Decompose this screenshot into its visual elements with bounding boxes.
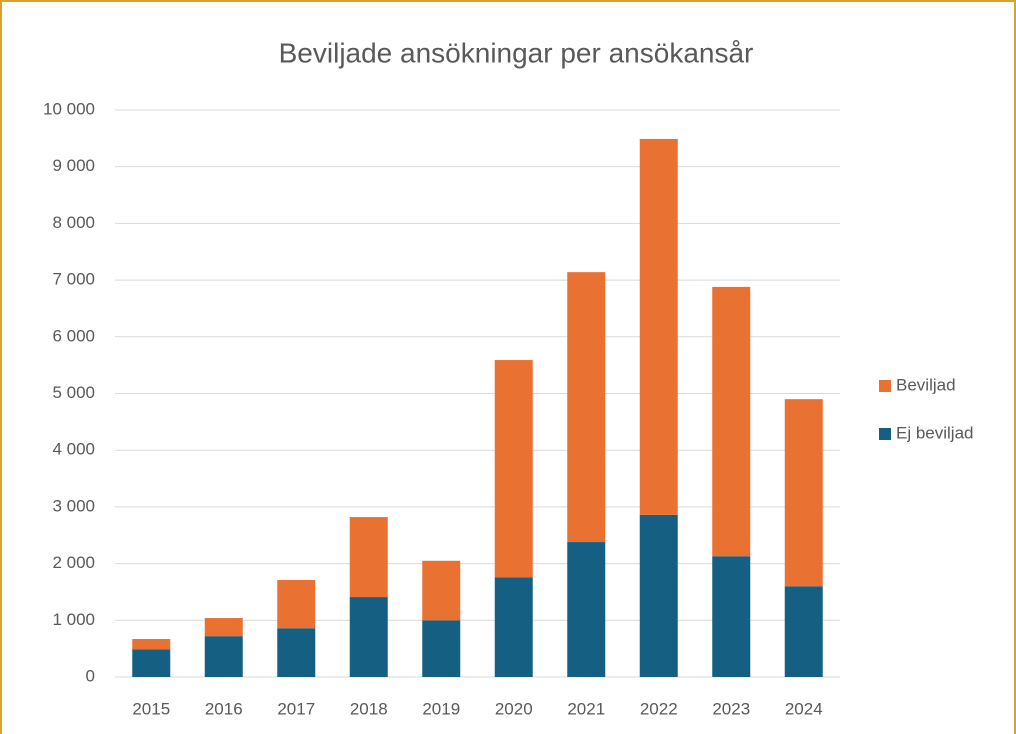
- legend-label: Ej beviljad: [896, 423, 974, 442]
- y-tick-label: 9 000: [52, 156, 95, 175]
- x-tick-label: 2024: [785, 699, 823, 718]
- x-tick-label: 2023: [712, 699, 750, 718]
- chart-title: Beviljade ansökningar per ansökansår: [279, 37, 754, 68]
- bar-segment: [494, 360, 533, 578]
- y-tick-label: 0: [86, 666, 95, 685]
- bar-segment: [639, 138, 678, 515]
- bar-segment: [784, 399, 823, 587]
- bar-segment: [349, 517, 388, 598]
- bar-segment: [567, 272, 606, 543]
- y-tick-label: 4 000: [52, 440, 95, 459]
- y-tick-label: 2 000: [52, 553, 95, 572]
- x-tick-label: 2022: [640, 699, 678, 718]
- x-tick-label: 2018: [350, 699, 388, 718]
- bar-segment: [132, 649, 171, 677]
- legend-swatch: [879, 428, 891, 440]
- x-tick-label: 2017: [277, 699, 315, 718]
- y-tick-label: 7 000: [52, 270, 95, 289]
- x-tick-label: 2016: [205, 699, 243, 718]
- legend-swatch: [879, 380, 891, 392]
- bar-segment: [639, 514, 678, 677]
- bar-segment: [422, 620, 461, 677]
- x-tick-label: 2015: [132, 699, 170, 718]
- x-tick-label: 2019: [422, 699, 460, 718]
- bar-segment: [277, 580, 316, 629]
- bar-segment: [784, 586, 823, 677]
- y-tick-label: 5 000: [52, 383, 95, 402]
- bar-segment: [712, 286, 751, 557]
- bar-segment: [204, 636, 243, 677]
- bar-segment: [712, 556, 751, 677]
- bar-segment: [349, 597, 388, 677]
- bar-segment: [422, 560, 461, 621]
- bar-segment: [132, 639, 171, 650]
- y-tick-label: 1 000: [52, 610, 95, 629]
- x-tick-label: 2020: [495, 699, 533, 718]
- y-tick-label: 8 000: [52, 213, 95, 232]
- bar-segment: [204, 618, 243, 637]
- bar-segment: [494, 577, 533, 677]
- bar-segment: [277, 628, 316, 677]
- y-tick-label: 3 000: [52, 496, 95, 515]
- bar-segment: [567, 542, 606, 677]
- y-tick-label: 6 000: [52, 326, 95, 345]
- x-tick-label: 2021: [567, 699, 605, 718]
- legend-label: Beviljad: [896, 375, 956, 394]
- y-tick-label: 10 000: [43, 99, 95, 118]
